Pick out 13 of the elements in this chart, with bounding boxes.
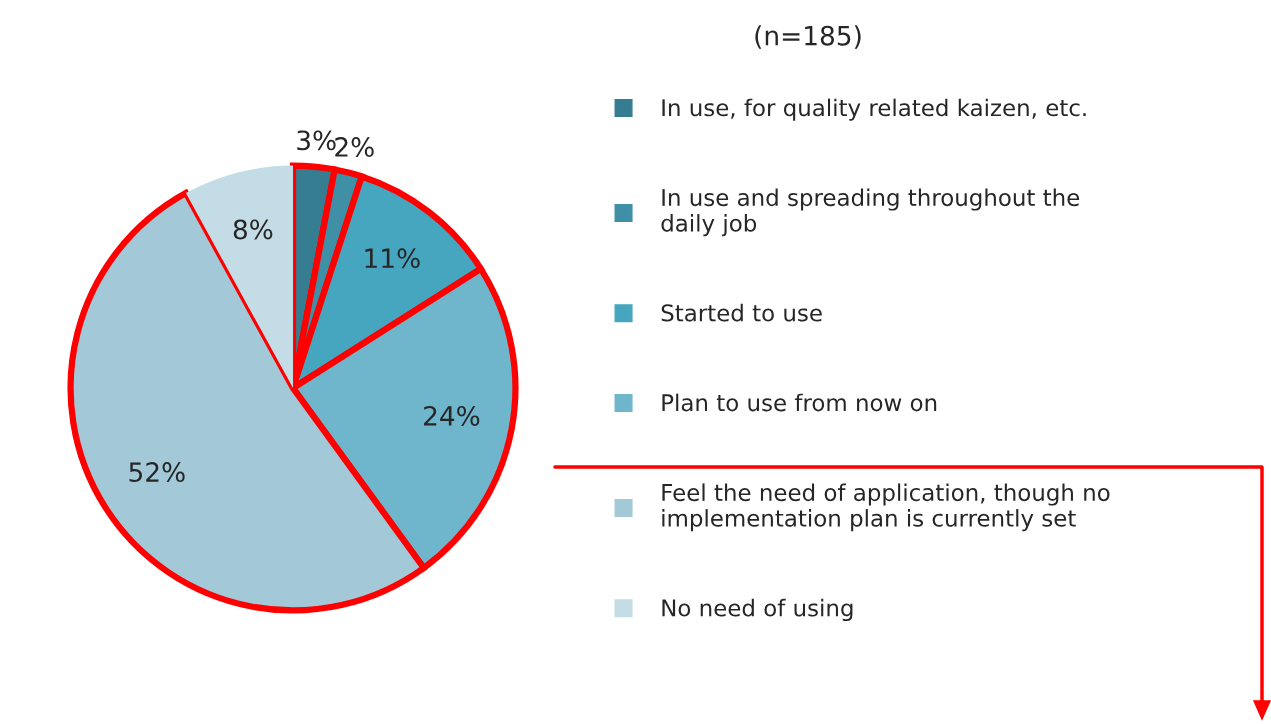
chart-title: (n=185) bbox=[755, 25, 861, 49]
legend-label: In use, for quality related kaizen, etc. bbox=[662, 98, 1086, 121]
data-label: 3% bbox=[297, 130, 336, 151]
data-label: 11% bbox=[365, 248, 420, 269]
legend-label: No need of using bbox=[662, 598, 853, 622]
data-label: 24% bbox=[424, 405, 480, 426]
data-label: 8% bbox=[233, 219, 273, 240]
legend-label: Feel the need of application, though no implementation plan is currently set bbox=[662, 483, 1110, 532]
legend-label: Started to use bbox=[661, 303, 822, 322]
data-label: 2% bbox=[335, 137, 374, 157]
legend-label: In use and spreading throughout the daily job bbox=[661, 188, 1080, 237]
legend-label: Plan to use from now on bbox=[662, 393, 937, 412]
data-label: 52% bbox=[129, 462, 185, 483]
